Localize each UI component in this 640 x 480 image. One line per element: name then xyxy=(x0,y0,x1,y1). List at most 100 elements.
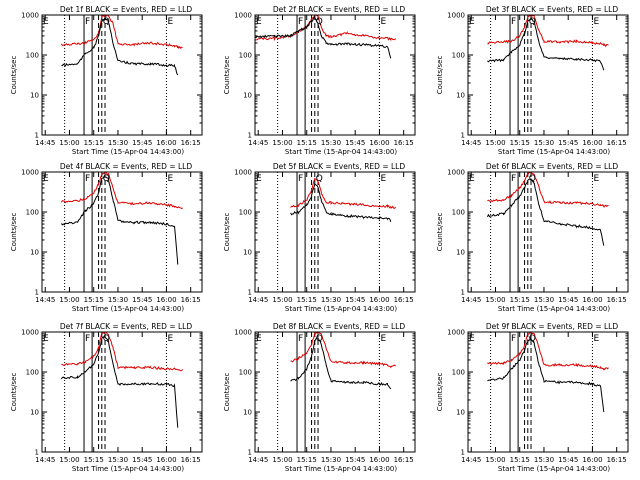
y-tick-label: 1 xyxy=(248,132,252,140)
y-tick-label: 1000 xyxy=(447,169,465,177)
panel-6: 1 10 100 1000 14:45 15:00 15:15 15:30 15:45 16:00… xyxy=(436,162,629,313)
y-tick-label: 100 xyxy=(239,209,252,217)
plot-frame xyxy=(467,171,629,293)
segment-marker: E xyxy=(380,17,386,27)
segment-marker: E xyxy=(256,174,262,184)
y-tick-label: 1000 xyxy=(234,12,252,20)
x-tick-label: 15:45 xyxy=(345,296,365,304)
plot-frame xyxy=(254,331,416,453)
series-events xyxy=(60,335,179,428)
series-lld xyxy=(290,331,396,369)
series-events xyxy=(487,336,605,413)
x-tick-label: 14:45 xyxy=(248,296,268,304)
y-axis-label: Counts/sec xyxy=(436,56,444,95)
segment-marker: Q xyxy=(316,174,323,184)
segment-marker: F xyxy=(85,334,90,344)
segment-marker: E xyxy=(167,334,173,344)
y-tick-label: 100 xyxy=(239,369,252,377)
x-tick-label: 14:45 xyxy=(461,296,481,304)
y-tick-label: 1 xyxy=(35,132,39,140)
series-events xyxy=(60,174,179,265)
plot-frame xyxy=(41,331,203,453)
x-axis-label: Start Time (15-Apr-04 14:43:00) xyxy=(285,465,397,473)
segment-marker: E xyxy=(380,174,386,184)
x-tick-label: 14:45 xyxy=(461,139,481,147)
plot-frame xyxy=(41,171,203,293)
panel-4: 1 10 100 1000 14:45 15:00 15:15 15:30 15:45 16:00… xyxy=(10,162,203,313)
x-tick-label: 16:00 xyxy=(582,296,602,304)
segment-marker: E xyxy=(256,17,262,27)
segment-marker: E xyxy=(469,17,475,27)
series-events xyxy=(61,16,179,76)
y-tick-label: 100 xyxy=(452,209,465,217)
panel-3: 1 10 100 1000 14:45 15:00 15:15 15:30 15:45 16:00… xyxy=(436,5,629,156)
series-events xyxy=(254,14,392,59)
segment-marker: F xyxy=(298,174,303,184)
x-tick-label: 14:45 xyxy=(461,456,481,464)
x-tick-label: 15:30 xyxy=(534,456,554,464)
segment-marker: Q xyxy=(103,334,110,344)
y-tick-label: 10 xyxy=(456,409,465,417)
x-tick-label: 15:00 xyxy=(59,456,79,464)
segment-marker: E xyxy=(593,17,599,27)
segment-marker: F xyxy=(85,174,90,184)
x-axis-label: Start Time (15-Apr-04 14:43:00) xyxy=(72,148,184,156)
x-tick-label: 16:15 xyxy=(607,139,627,147)
x-tick-label: 15:15 xyxy=(297,456,317,464)
y-axis-label: Counts/sec xyxy=(10,373,18,412)
series-lld xyxy=(487,331,609,371)
y-tick-label: 10 xyxy=(30,92,39,100)
series-lld xyxy=(60,171,183,210)
segment-marker: E xyxy=(43,334,49,344)
panel-title: Det 6f BLACK = Events, RED = LLD xyxy=(486,162,619,171)
plot-frame xyxy=(41,14,203,136)
segment-marker: F xyxy=(511,174,516,184)
y-tick-label: 10 xyxy=(456,249,465,257)
x-axis-label: Start Time (15-Apr-04 14:43:00) xyxy=(72,465,184,473)
series-lld xyxy=(61,331,183,372)
y-axis-label: Counts/sec xyxy=(223,373,231,412)
segment-marker: E xyxy=(256,334,262,344)
series-lld xyxy=(60,14,183,49)
x-tick-label: 15:00 xyxy=(485,296,505,304)
panel-title: Det 2f BLACK = Events, RED = LLD xyxy=(273,5,406,14)
x-tick-label: 15:15 xyxy=(510,456,530,464)
y-tick-label: 1000 xyxy=(447,12,465,20)
x-tick-label: 16:00 xyxy=(156,296,176,304)
x-axis-label: Start Time (15-Apr-04 14:43:00) xyxy=(72,305,184,313)
y-axis-label: Counts/sec xyxy=(436,213,444,252)
y-tick-label: 100 xyxy=(239,52,252,60)
x-tick-label: 16:15 xyxy=(181,296,201,304)
x-tick-label: 15:45 xyxy=(558,139,578,147)
x-tick-label: 16:00 xyxy=(582,456,602,464)
x-tick-label: 16:15 xyxy=(607,296,627,304)
x-tick-label: 15:15 xyxy=(510,139,530,147)
x-tick-label: 15:45 xyxy=(558,456,578,464)
segment-marker: F xyxy=(85,17,90,27)
x-axis-label: Start Time (15-Apr-04 14:43:00) xyxy=(498,465,610,473)
y-axis-label: Counts/sec xyxy=(436,373,444,412)
x-tick-label: 14:45 xyxy=(248,456,268,464)
x-tick-label: 16:00 xyxy=(156,139,176,147)
y-tick-label: 10 xyxy=(243,249,252,257)
plot-frame xyxy=(254,171,416,293)
y-tick-label: 1 xyxy=(248,289,252,297)
y-axis-label: Counts/sec xyxy=(223,56,231,95)
panel-title: Det 8f BLACK = Events, RED = LLD xyxy=(273,322,406,331)
x-tick-label: 16:00 xyxy=(369,456,389,464)
segment-marker: F xyxy=(298,334,303,344)
series-events xyxy=(487,16,605,71)
x-tick-label: 14:45 xyxy=(35,139,55,147)
x-tick-label: 15:00 xyxy=(272,296,292,304)
y-axis-label: Counts/sec xyxy=(10,56,18,95)
series-lld xyxy=(487,14,609,48)
segment-marker: E xyxy=(167,174,173,184)
y-tick-label: 10 xyxy=(30,249,39,257)
x-axis-label: Start Time (15-Apr-04 14:43:00) xyxy=(498,148,610,156)
x-tick-label: 15:30 xyxy=(534,296,554,304)
y-tick-label: 100 xyxy=(452,369,465,377)
panel-title: Det 1f BLACK = Events, RED = LLD xyxy=(60,5,193,14)
y-tick-label: 10 xyxy=(30,409,39,417)
x-tick-label: 15:45 xyxy=(132,139,152,147)
